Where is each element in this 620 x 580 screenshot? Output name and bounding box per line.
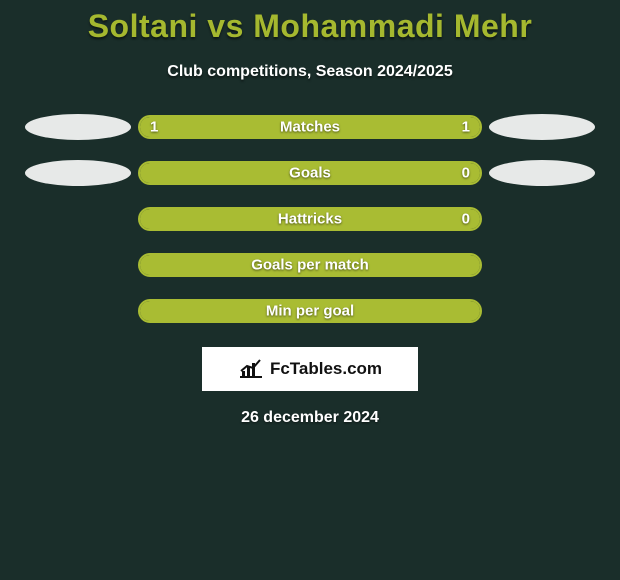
- stat-bar: Hattricks 0: [138, 207, 482, 231]
- bar-fill-left: [140, 301, 480, 321]
- bar-fill-right: [310, 117, 480, 137]
- player-left-avatar: [25, 114, 131, 140]
- player-right-avatar: [489, 160, 595, 186]
- stat-value-right: 0: [462, 165, 470, 182]
- brand-text: FcTables.com: [270, 359, 382, 379]
- stat-bar: Min per goal: [138, 299, 482, 323]
- stat-value-right: 0: [462, 211, 470, 228]
- stat-rows: 1 Matches 1 Goals 0: [0, 115, 620, 323]
- player-right-avatar: [489, 114, 595, 140]
- right-avatar-slot: [482, 160, 602, 186]
- bar-fill-left: [140, 255, 480, 275]
- left-avatar-slot: [18, 160, 138, 186]
- player-left-avatar: [25, 160, 131, 186]
- stat-row: Min per goal: [0, 299, 620, 323]
- stat-row: Goals 0: [0, 161, 620, 185]
- bar-chart-icon: [238, 359, 264, 379]
- right-avatar-slot: [482, 114, 602, 140]
- comparison-infographic: Soltani vs Mohammadi Mehr Club competiti…: [0, 0, 620, 580]
- bar-fill-left: [140, 163, 480, 183]
- stat-bar: 1 Matches 1: [138, 115, 482, 139]
- brand-badge: FcTables.com: [202, 347, 418, 391]
- left-avatar-slot: [18, 114, 138, 140]
- bar-fill-left: [140, 117, 310, 137]
- stat-value-left: 1: [150, 119, 158, 136]
- stat-value-right: 1: [462, 119, 470, 136]
- stat-bar: Goals per match: [138, 253, 482, 277]
- generation-date: 26 december 2024: [0, 409, 620, 427]
- bar-fill-left: [140, 209, 480, 229]
- page-title: Soltani vs Mohammadi Mehr: [0, 0, 620, 45]
- stat-row: Hattricks 0: [0, 207, 620, 231]
- stat-bar: Goals 0: [138, 161, 482, 185]
- stat-row: 1 Matches 1: [0, 115, 620, 139]
- stat-row: Goals per match: [0, 253, 620, 277]
- page-subtitle: Club competitions, Season 2024/2025: [0, 63, 620, 81]
